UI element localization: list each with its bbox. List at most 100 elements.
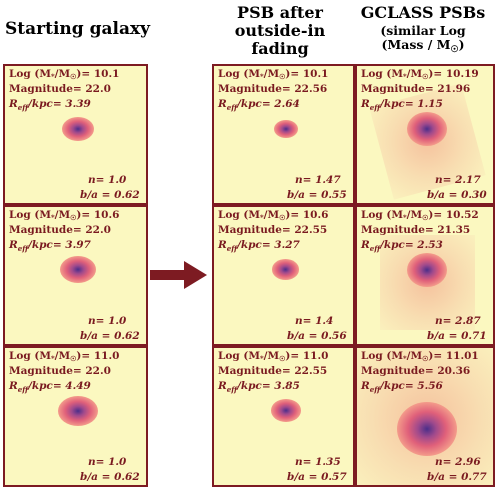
reff-label: R [9, 380, 18, 392]
mass-star: * [50, 72, 55, 81]
reff-line: Reff/kpc= 2.64 [218, 98, 300, 112]
mass-line: Log (M*/M☉)= 11.0 [9, 350, 119, 363]
reff-value: /kpc= 3.97 [27, 239, 91, 251]
mass-label: Log (M [218, 209, 260, 221]
reff-line: Reff/kpc= 1.15 [361, 98, 443, 112]
mass-value: )= 10.6 [285, 209, 329, 221]
axis-ratio-value: b/a = 0.62 [80, 330, 140, 342]
mass-label: Log (M [9, 68, 51, 80]
reff-value: /kpc= 3.85 [236, 380, 300, 392]
sersic-n-value: n= 2.87 [435, 315, 481, 327]
magnitude-line: Magnitude= 22.55 [218, 224, 327, 236]
reff-label: R [361, 239, 370, 251]
reff-sub: eff [17, 385, 28, 394]
mass-star: * [402, 213, 407, 222]
sersic-n: n= 1.0 [88, 315, 126, 327]
galaxy-panel-starting-1: Log (M*/M☉)= 10.6 Magnitude= 22.0 Reff/kpc… [3, 205, 148, 346]
axis-ratio: b/a = 0.62 [80, 330, 140, 342]
magnitude-line: Magnitude= 21.96 [361, 83, 470, 95]
mass-value: )= 11.01 [428, 350, 479, 362]
reff-label: R [361, 380, 370, 392]
mass-star: * [50, 213, 55, 222]
reff-label: R [9, 98, 18, 110]
sersic-n: n= 2.96 [435, 456, 481, 468]
galaxy-panel-gclass-1: Log (M*/M☉)= 10.52 Magnitude= 21.35 Reff/k… [355, 205, 495, 346]
reff-line: Reff/kpc= 3.97 [9, 239, 91, 253]
reff-value: /kpc= 3.39 [27, 98, 91, 110]
magnitude-line: Magnitude= 20.36 [361, 365, 470, 377]
mass-star: * [402, 354, 407, 363]
magnitude-line: Magnitude= 22.0 [9, 224, 111, 236]
axis-ratio: b/a = 0.77 [427, 471, 487, 483]
header-gclass-psbs: GCLASS PSBs (similar Log (Mass / M☉) [348, 4, 498, 55]
mass-star: * [402, 72, 407, 81]
axis-ratio: b/a = 0.55 [287, 189, 347, 201]
axis-ratio: b/a = 0.62 [80, 471, 140, 483]
mass-label: Log (M [218, 350, 260, 362]
axis-ratio: b/a = 0.71 [427, 330, 487, 342]
sersic-n-value: n= 1.47 [295, 174, 341, 186]
reff-sub: eff [17, 103, 28, 112]
galaxy-image [272, 259, 299, 280]
magnitude-value: Magnitude= 22.0 [9, 83, 111, 95]
mass-mid: /M [263, 68, 280, 80]
reff-label: R [218, 98, 227, 110]
mass-line: Log (M*/M☉)= 10.6 [9, 209, 119, 222]
sersic-n: n= 1.47 [295, 174, 341, 186]
sersic-n: n= 1.35 [295, 456, 341, 468]
axis-ratio: b/a = 0.30 [427, 189, 487, 201]
reff-value: /kpc= 4.49 [27, 380, 91, 392]
mass-value: )= 10.19 [428, 68, 479, 80]
mass-value: )= 10.52 [428, 209, 479, 221]
galaxy-panel-psb-2: Log (M*/M☉)= 11.0 Magnitude= 22.55 Reff/kp… [212, 346, 355, 487]
reff-label: R [218, 380, 227, 392]
magnitude-line: Magnitude= 22.0 [9, 83, 111, 95]
sun-symbol: ☉ [422, 354, 429, 363]
mass-line: Log (M*/M☉)= 10.19 [361, 68, 479, 81]
mass-star: * [259, 72, 264, 81]
magnitude-value: Magnitude= 22.56 [218, 83, 328, 95]
header-gclass-line1: GCLASS PSBs [360, 3, 486, 22]
mass-label: Log (M [9, 350, 51, 362]
reff-line: Reff/kpc= 3.27 [218, 239, 300, 253]
reff-line: Reff/kpc= 4.49 [9, 380, 91, 394]
mass-value: )= 11.0 [76, 350, 120, 362]
reff-sub: eff [369, 385, 380, 394]
mass-value: )= 10.6 [76, 209, 120, 221]
sersic-n-value: n= 1.0 [88, 174, 127, 186]
reff-value: /kpc= 3.27 [236, 239, 300, 251]
mass-label: Log (M [361, 209, 403, 221]
header-psb-line3: fading [251, 38, 309, 58]
axis-ratio-value: b/a = 0.62 [80, 189, 140, 201]
reff-line: Reff/kpc= 5.56 [361, 380, 443, 394]
reff-sub: eff [17, 244, 28, 253]
reff-sub: eff [226, 103, 237, 112]
reff-label: R [361, 98, 370, 110]
axis-ratio-value: b/a = 0.55 [287, 189, 347, 201]
galaxy-image [407, 252, 447, 287]
sersic-n-value: n= 1.0 [88, 315, 127, 327]
header-psb-line1: PSB after [237, 3, 323, 22]
sersic-n-value: n= 2.96 [435, 456, 481, 468]
mass-mid: /M [406, 209, 423, 221]
header-gclass-sub2-a: (Mass / M [381, 36, 451, 52]
galaxy-panel-psb-1: Log (M*/M☉)= 10.6 Magnitude= 22.55 Reff/kp… [212, 205, 355, 346]
galaxy-image [57, 395, 98, 426]
mass-mid: /M [263, 209, 280, 221]
sun-symbol: ☉ [422, 213, 429, 222]
magnitude-line: Magnitude= 22.56 [218, 83, 327, 95]
magnitude-value: Magnitude= 20.36 [361, 365, 471, 377]
axis-ratio: b/a = 0.56 [287, 330, 347, 342]
reff-line: Reff/kpc= 3.85 [218, 380, 300, 394]
mass-line: Log (M*/M☉)= 11.01 [361, 350, 479, 363]
galaxy-image [270, 399, 301, 422]
sersic-n-value: n= 1.4 [295, 315, 334, 327]
mass-mid: /M [54, 350, 71, 362]
galaxy-image [59, 256, 96, 283]
galaxy-image [407, 111, 447, 146]
mass-star: * [259, 213, 264, 222]
galaxy-image [61, 116, 94, 141]
magnitude-value: Magnitude= 22.0 [9, 365, 111, 377]
sun-symbol: ☉ [70, 72, 77, 81]
header-psb-after-fading: PSB after outside-in fading [210, 4, 350, 58]
